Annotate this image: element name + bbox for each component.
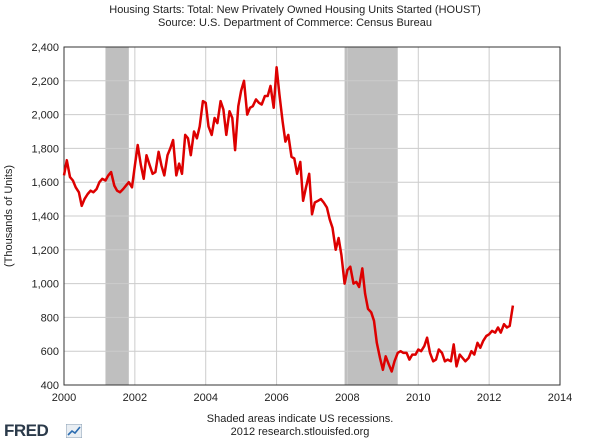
x-tick-label: 2000 — [52, 392, 76, 404]
x-tick-label: 2014 — [548, 392, 572, 404]
y-tick-label: 1,200 — [31, 245, 59, 257]
recession-note: Shaded areas indicate US recessions. — [206, 413, 394, 425]
y-tick-label: 400 — [41, 380, 59, 392]
credit-text: 2012 research.stlouisfed.org — [230, 426, 370, 438]
x-tick-label: 2006 — [264, 392, 288, 404]
y-tick-label: 1,600 — [31, 177, 59, 189]
fred-logo: FRED — [4, 421, 49, 440]
series-line-houst — [62, 66, 515, 373]
x-tick-label: 2008 — [335, 392, 359, 404]
y-axis-label: (Thousands of Units) — [3, 165, 15, 267]
y-tick-label: 800 — [41, 312, 59, 324]
grid-lines — [63, 46, 561, 386]
x-axis-ticks: 2000 2002 2004 2006 2008 2010 2012 2014 — [52, 392, 572, 404]
y-tick-label: 600 — [41, 346, 59, 358]
x-tick-label: 2002 — [123, 392, 147, 404]
chart-source: Source: U.S. Department of Commerce: Cen… — [158, 17, 432, 29]
y-tick-label: 1,000 — [31, 279, 59, 291]
plot-frame — [63, 46, 561, 386]
x-tick-label: 2004 — [193, 392, 217, 404]
x-tick-label: 2012 — [477, 392, 501, 404]
y-axis-ticks: 400 600 800 1,000 1,200 1,400 1,600 1,800 2,000 2… — [31, 42, 59, 392]
y-tick-label: 1,800 — [31, 143, 59, 155]
x-tick-label: 2010 — [406, 392, 430, 404]
chart-title: Housing Starts: Total: New Privately Own… — [109, 4, 481, 16]
fred-chart-icon — [66, 424, 82, 438]
y-tick-label: 1,400 — [31, 211, 59, 223]
y-tick-label: 2,000 — [31, 110, 59, 122]
y-tick-label: 2,200 — [31, 76, 59, 88]
y-tick-label: 2,400 — [31, 42, 59, 54]
